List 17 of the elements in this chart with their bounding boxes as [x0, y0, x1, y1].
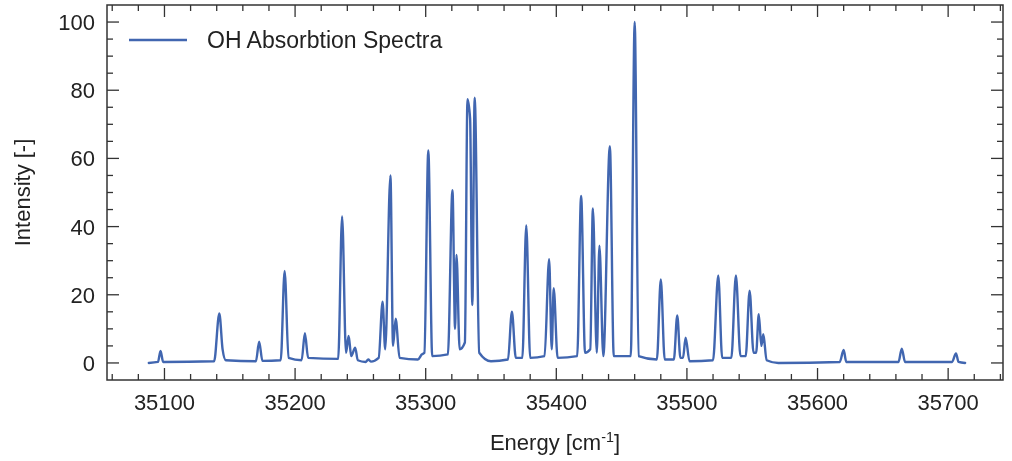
y-tick-label: 80	[70, 78, 95, 104]
y-tick-label: 100	[58, 10, 95, 36]
line-series	[147, 20, 967, 365]
x-tick-label: 35600	[786, 390, 849, 415]
y-tick-label: 0	[82, 350, 95, 376]
x-tick-label: 35400	[525, 390, 587, 415]
legend-label: OH Absorbtion Spectra	[207, 27, 443, 53]
x-tick-label: 35700	[917, 390, 979, 415]
x-axis-title: Energy [cm$^{-1}$]	[489, 429, 621, 455]
x-tick-label: 35500	[656, 390, 718, 415]
y-tick-label: 20	[70, 282, 95, 308]
x-tick-label: 35300	[395, 390, 457, 415]
x-tick-label: 35100	[133, 390, 196, 415]
x-tick-label: 35200	[264, 390, 326, 415]
y-tick-label: 40	[70, 214, 95, 240]
y-axis-title: Intensity [-]	[10, 138, 35, 247]
y-tick-label: 60	[70, 146, 95, 172]
